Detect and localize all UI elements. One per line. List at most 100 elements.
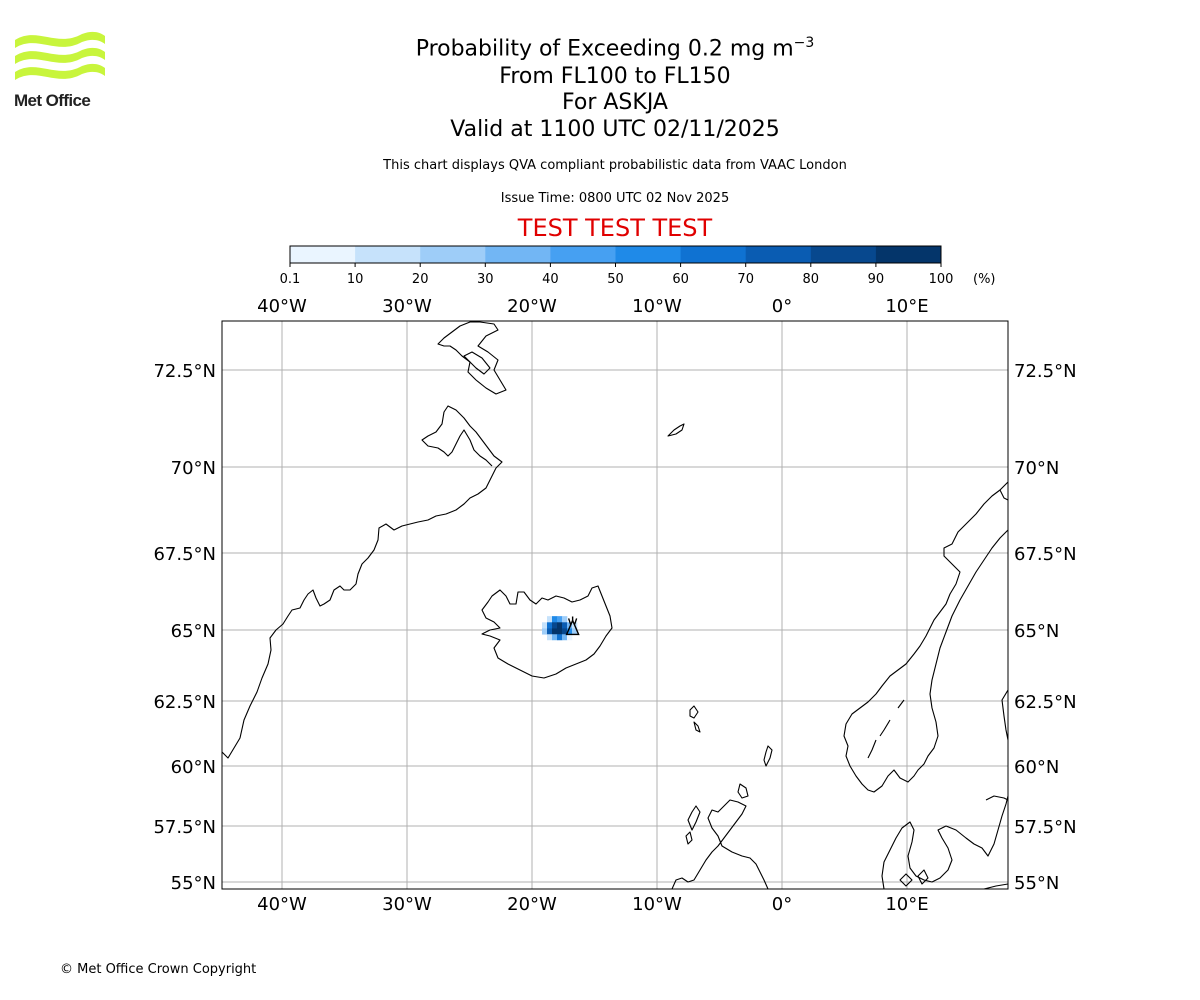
colorbar-segment [810,246,877,263]
ash-cell [552,622,558,629]
colorbar-tick-label: 80 [803,272,820,287]
lon-label-bottom: 10°E [885,894,928,915]
colorbar-unit: (%) [973,272,996,287]
coast-skagerrak [881,795,1008,889]
volcano-plume [567,616,578,625]
coast-iceland [481,585,613,679]
ash-cell [557,622,563,629]
colorbar-segment [485,246,551,263]
lat-label-right: 62.5°N [1014,692,1077,713]
coastlines [222,321,1008,889]
colorbar-tick-label: 30 [477,272,494,287]
lat-label-left: 67.5°N [153,544,216,565]
ash-cell [562,634,568,641]
lat-label-right: 65°N [1014,621,1059,642]
lat-label-right: 70°N [1014,458,1059,479]
lon-label-top: 0° [772,296,792,317]
gridlines [222,321,1008,889]
chart-title-superscript: −3 [793,35,815,51]
ash-probability-layer [542,616,578,641]
coast-faroe [689,705,701,733]
colorbar-tick-label: 90 [868,272,885,287]
lat-label-right: 55°N [1014,873,1059,894]
ash-cell [552,634,558,641]
logo-wordmark: Met Office [14,91,91,110]
colorbar-segment [875,246,942,263]
level-range: From FL100 to FL150 [499,64,731,89]
lat-label-right: 57.5°N [1014,817,1077,838]
lat-label-left: 72.5°N [153,361,216,382]
ash-cell [547,628,553,635]
lon-label-top: 10°E [885,296,928,317]
source-note: This chart displays QVA compliant probab… [383,158,847,173]
volcano-marker [565,616,580,636]
axis-labels: 40°W 40°W 30°W 30°W 20°W 20°W 10°W 10°W 0° 0° 10°E… [153,296,1076,915]
map-background [222,321,1008,889]
lon-label-top: 40°W [257,296,307,317]
ash-cell [567,622,573,629]
valid-time: Valid at 1100 UTC 02/11/2025 [450,117,780,142]
chart-title-text: Probability of Exceeding 0.2 mg m [415,36,794,62]
ash-cell [547,616,553,623]
colorbar-tick-label: 20 [412,272,429,287]
colorbar-segment [420,246,486,263]
colorbar-segment [615,246,682,263]
lat-label-left: 70°N [171,458,216,479]
volcano-name: For ASKJA [562,90,668,115]
ash-cell [557,628,563,635]
ash-cell [562,628,568,635]
ash-cell [547,634,553,641]
colorbar-segment [680,246,747,263]
ash-cell [557,634,563,641]
lon-label-bottom: 40°W [257,894,307,915]
colorbar-tick-label: 0.1 [280,272,301,287]
coast-baltic [983,795,1008,889]
colorbar-segment [550,246,616,263]
colorbar-tick-label: 50 [607,272,624,287]
copyright: © Met Office Crown Copyright [60,962,257,977]
lon-label-bottom: 10°W [632,894,682,915]
colorbar: 0.1 10 20 30 40 50 60 70 80 90 100 (%) [280,245,996,287]
lon-label-top: 30°W [382,296,432,317]
ash-cell [567,628,573,635]
ash-cell [542,622,548,629]
colorbar-tick-label: 10 [347,272,364,287]
coast-norway-fjords [867,489,1008,759]
lat-label-left: 60°N [171,757,216,778]
ash-cell [552,628,558,635]
lon-label-bottom: 30°W [382,894,432,915]
coast-denmark-islands [899,869,929,887]
colorbar-segment [355,246,421,263]
colorbar-segment [745,246,812,263]
lon-label-bottom: 0° [772,894,792,915]
coast-greenland [222,405,503,759]
chart-title: Probability of Exceeding 0.2 mg m−3 [315,30,915,62]
map-frame [221,320,1009,890]
colorbar-tick-label: 40 [542,272,559,287]
lat-label-left: 57.5°N [153,817,216,838]
lat-label-right: 67.5°N [1014,544,1077,565]
ash-cell [542,628,548,635]
ash-cell [572,628,578,635]
test-banner: TEST TEST TEST [517,214,713,242]
coast-shetland [763,745,773,767]
coast-orkney [737,783,749,799]
coast-greenland-north [437,321,507,395]
lat-label-right: 72.5°N [1014,361,1077,382]
ash-cell [562,616,568,623]
coast-sweden [1001,689,1008,741]
colorbar-tick-label: 60 [672,272,689,287]
coast-scotland [671,799,769,889]
lon-label-top: 20°W [507,296,557,317]
lon-label-top: 10°W [632,296,682,317]
coast-hebrides [685,805,701,845]
coast-norway [843,481,1008,793]
ash-cell [547,622,553,629]
colorbar-segment [290,246,356,263]
ash-cell [552,616,558,623]
ash-cell [567,634,573,641]
coast-jan-mayen [667,423,685,437]
colorbar-tick-label: 70 [737,272,754,287]
lat-label-right: 60°N [1014,757,1059,778]
